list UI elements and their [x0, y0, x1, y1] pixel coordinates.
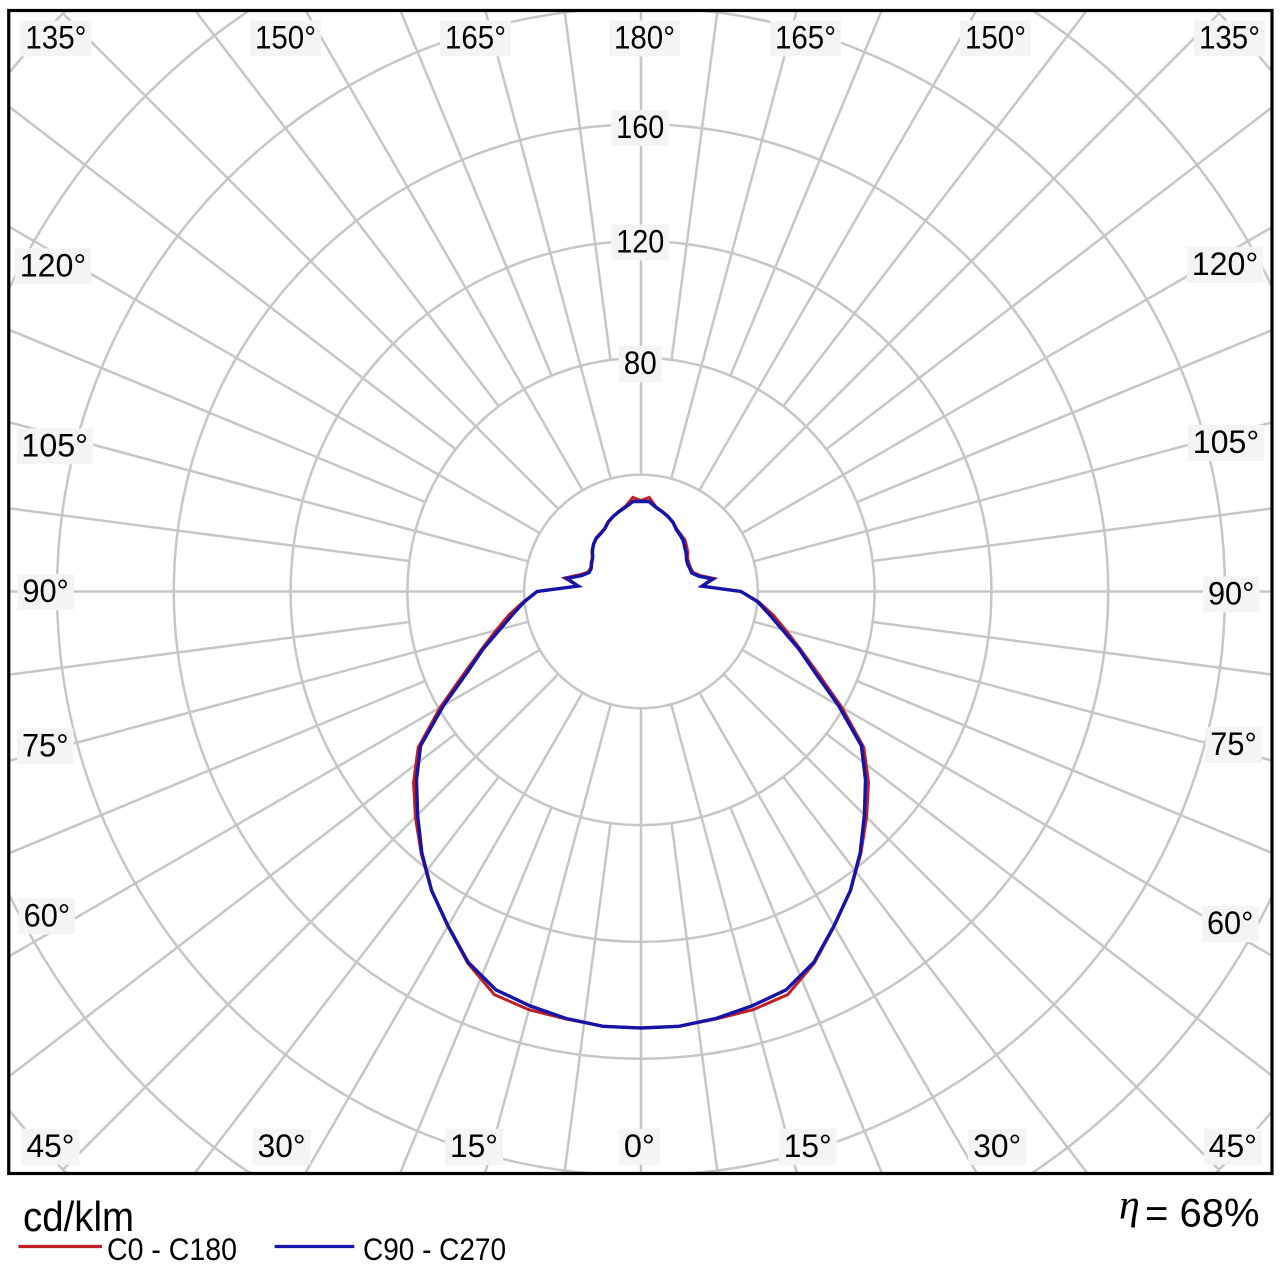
svg-text:= 68%: = 68%: [1145, 1192, 1260, 1236]
svg-text:120°: 120°: [20, 247, 87, 283]
svg-text:75°: 75°: [1210, 726, 1257, 762]
svg-text:15°: 15°: [784, 1128, 832, 1164]
svg-text:60°: 60°: [24, 897, 71, 933]
svg-text:45°: 45°: [1209, 1128, 1257, 1164]
svg-text:45°: 45°: [27, 1128, 75, 1164]
svg-text:120°: 120°: [1192, 246, 1259, 282]
svg-text:C90 - C270: C90 - C270: [363, 1231, 506, 1267]
svg-text:90°: 90°: [22, 573, 69, 609]
svg-text:165°: 165°: [775, 20, 836, 56]
svg-text:C0 - C180: C0 - C180: [107, 1231, 237, 1267]
svg-text:120: 120: [616, 224, 664, 260]
svg-text:150°: 150°: [965, 20, 1026, 56]
svg-text:105°: 105°: [1193, 424, 1260, 460]
svg-text:150°: 150°: [255, 20, 316, 56]
svg-text:165°: 165°: [445, 20, 506, 56]
svg-text:180°: 180°: [614, 20, 675, 56]
svg-text:135°: 135°: [1199, 20, 1260, 56]
svg-text:cd/klm: cd/klm: [23, 1193, 134, 1240]
svg-text:30°: 30°: [258, 1128, 306, 1164]
svg-text:90°: 90°: [1208, 576, 1255, 612]
svg-text:η: η: [1119, 1183, 1140, 1229]
svg-text:135°: 135°: [25, 20, 86, 56]
svg-text:75°: 75°: [22, 727, 69, 763]
svg-text:30°: 30°: [973, 1128, 1021, 1164]
svg-text:60°: 60°: [1207, 905, 1254, 941]
svg-text:105°: 105°: [21, 427, 88, 463]
svg-text:160: 160: [616, 109, 664, 145]
svg-text:0°: 0°: [624, 1128, 655, 1164]
svg-text:15°: 15°: [450, 1128, 498, 1164]
svg-text:80: 80: [624, 345, 657, 381]
